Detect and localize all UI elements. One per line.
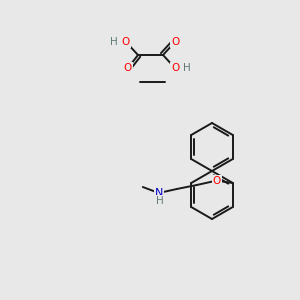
Text: H: H [183, 63, 191, 73]
Text: H: H [156, 196, 164, 206]
Text: O: O [213, 176, 221, 186]
Text: O: O [171, 63, 179, 73]
Text: O: O [122, 37, 130, 47]
Text: N: N [154, 188, 163, 198]
Text: O: O [124, 63, 132, 73]
Text: H: H [110, 37, 118, 47]
Text: O: O [171, 37, 179, 47]
